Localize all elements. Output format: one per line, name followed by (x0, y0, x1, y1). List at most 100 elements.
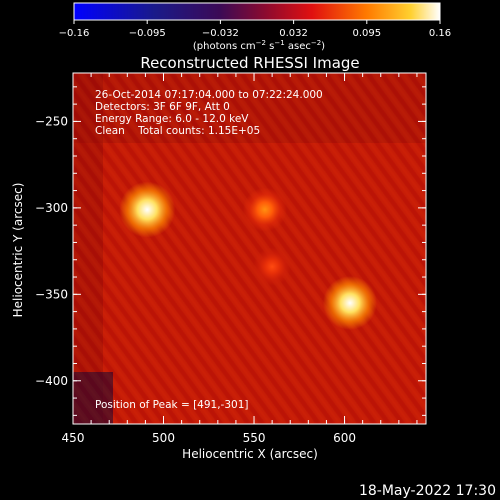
ripple-streak (176, 73, 426, 411)
ripple-streak (295, 73, 426, 251)
source-blob (322, 275, 377, 330)
ripple-streak (127, 73, 391, 424)
ripple-streak (225, 73, 426, 346)
ripple-pattern (73, 73, 500, 424)
ripple-streak (73, 212, 230, 424)
ripple-streak (190, 73, 426, 392)
ripple-streak (183, 73, 426, 402)
plot-frame (72, 72, 427, 425)
ripple-streak (148, 73, 412, 424)
annotation-clean: Clean Total counts: 1.15E+05 (95, 125, 260, 137)
ripple-streak (73, 164, 265, 424)
ripple-streak (267, 73, 426, 289)
ripple-streak (162, 73, 426, 424)
y-axis-label: Heliocentric Y (arcsec) (11, 183, 25, 318)
source-blob (253, 247, 292, 286)
ripple-streak (437, 73, 500, 424)
ripple-streak (73, 325, 146, 424)
ripple-streak (73, 136, 286, 424)
ripple-streak (197, 73, 426, 383)
ripple-streak (73, 107, 307, 424)
ripple-streak (302, 73, 426, 241)
ripple-streak (73, 117, 300, 424)
ripple-streak (493, 73, 500, 424)
ripple-streak (344, 73, 426, 184)
colorbar-tick-label: −0.095 (129, 28, 166, 39)
ripple-streak (73, 126, 293, 424)
annotation-detectors: Detectors: 3F 6F 9F, Att 0 (95, 101, 230, 113)
source-blob (242, 187, 287, 232)
ripple-streak (372, 73, 426, 146)
sources-layer (119, 181, 377, 330)
ripple-streak (169, 73, 426, 421)
ripple-streak (218, 73, 426, 354)
ripple-streak (239, 73, 426, 327)
y-tick-label: −300 (35, 201, 68, 215)
annotation-peak: Position of Peak = [491,-301] (95, 399, 249, 411)
y-tick-label: −350 (35, 287, 68, 301)
ripple-streak (73, 88, 321, 424)
ripple-streak (113, 73, 377, 424)
colorbar-tick-label: 0.16 (429, 28, 451, 39)
colorbar-tick-label: −0.16 (59, 28, 90, 39)
ripple-streak (316, 73, 426, 222)
ripple-streak (358, 73, 426, 165)
colorbar-tick-label: −0.032 (202, 28, 239, 39)
y-tick-label: −250 (35, 114, 68, 128)
x-tick-label: 550 (243, 431, 266, 445)
ripple-streak (73, 296, 167, 424)
ripple-streak (365, 73, 426, 157)
ripple-streak (73, 315, 153, 424)
ripple-streak (106, 73, 370, 424)
ripple-streak (73, 174, 258, 424)
ripple-streak (309, 73, 426, 232)
ripple-streak (458, 73, 500, 424)
ripple-streak (73, 183, 251, 424)
ripple-streak (134, 73, 398, 424)
y-axis: −250 −300 −350 −400 (35, 86, 426, 416)
ripple-streak (73, 98, 314, 424)
ripple-streak (73, 258, 195, 424)
ripple-streak (73, 334, 139, 424)
ripple-streak (337, 73, 426, 194)
colorbar-ticks: −0.16 −0.095 −0.032 0.032 0.095 0.16 (59, 20, 451, 39)
colorbar-label: (photons cm−2 s−1 asec−2) (193, 39, 325, 52)
colorbar: −0.16 −0.095 −0.032 0.032 0.095 0.16 (photons… (59, 2, 451, 52)
colorbar-tick-label: 0.032 (279, 28, 308, 39)
ripple-streak (444, 73, 500, 424)
ripple-streak (73, 193, 244, 424)
colorbar-tick-label: 0.095 (352, 28, 381, 39)
ripple-streak (73, 79, 328, 424)
ripple-streak (73, 201, 237, 424)
ripple-streak (73, 268, 188, 424)
ripple-streak (253, 73, 426, 308)
y-tick-label: −400 (35, 374, 68, 388)
ripple-streak (323, 73, 426, 213)
ripple-streak (73, 73, 335, 424)
ripple-streak (274, 73, 426, 279)
ripple-streak (260, 73, 426, 297)
ripple-streak (78, 73, 342, 424)
ripple-streak (73, 250, 202, 424)
ripple-streak (120, 73, 384, 424)
ripple-streak (288, 73, 426, 260)
x-tick-label: 450 (62, 431, 85, 445)
ripple-streak (430, 73, 500, 424)
plot-area (73, 73, 500, 424)
ripple-streak (73, 277, 181, 424)
ripple-streak (246, 73, 426, 316)
annotation-time: 26-Oct-2014 07:17:04.000 to 07:22:24.000 (95, 89, 323, 101)
x-tick-label: 600 (333, 431, 356, 445)
chart-title: Reconstructed RHESSI Image (140, 54, 359, 72)
ripple-streak (330, 73, 426, 203)
ripple-streak (414, 73, 426, 90)
ripple-streak (99, 73, 363, 424)
ripple-streak (379, 73, 426, 138)
ripple-streak (73, 353, 125, 424)
plot-corner-dark (73, 372, 113, 424)
ripple-streak (281, 73, 426, 270)
ripple-streak (73, 231, 216, 424)
annotation-energy: Energy Range: 6.0 - 12.0 keV (95, 113, 249, 125)
ripple-streak (451, 73, 500, 424)
ripple-streak (73, 239, 209, 424)
